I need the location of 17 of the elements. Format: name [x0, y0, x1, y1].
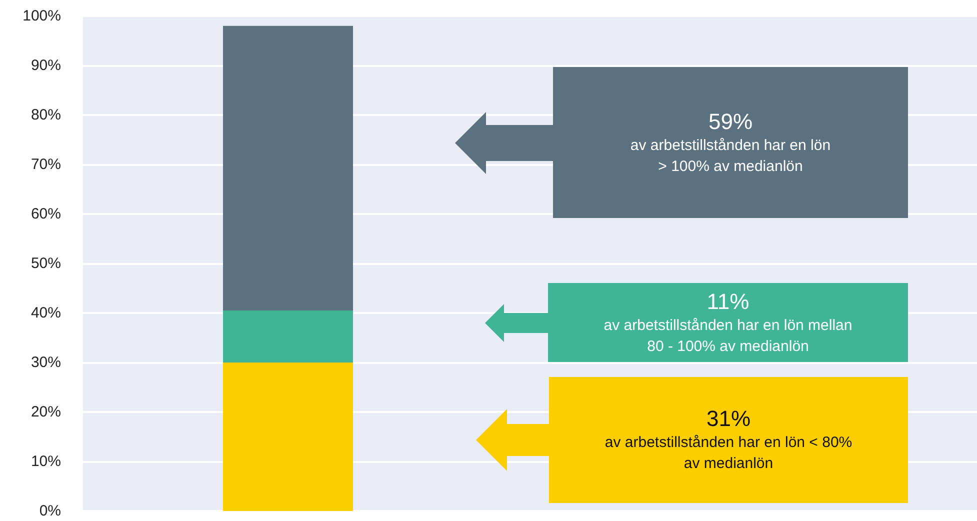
- y-tick-label: 50%: [30, 255, 61, 272]
- y-tick-label: 100%: [22, 8, 61, 24]
- text: 31% av arbetstillstånden har en lön < 80% av medianlön: [604, 406, 852, 474]
- bar: [223, 362, 353, 511]
- y-tick-label: 10%: [30, 453, 61, 470]
- bar: [223, 26, 353, 311]
- bar: [223, 310, 353, 362]
- y-tick-label: 80%: [30, 106, 61, 124]
- y-tick-label: 70%: [30, 156, 61, 173]
- y-tick-label: 60%: [30, 206, 61, 222]
- y-tick-label: 40%: [30, 304, 61, 322]
- text: 59% av arbetstillstånden har en lön > 100% av medianlön: [630, 108, 831, 176]
- y-tick-label: 20%: [30, 404, 61, 420]
- text: 11% av arbetstillstånden har en lön mellan 80 - 100% av medianlön: [604, 288, 852, 356]
- y-tick-label: 0%: [39, 502, 61, 520]
- y-tick-label: 30%: [30, 354, 61, 371]
- y-tick-label: 90%: [30, 57, 61, 74]
